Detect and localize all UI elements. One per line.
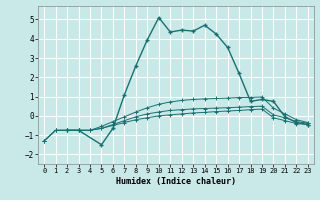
X-axis label: Humidex (Indice chaleur): Humidex (Indice chaleur) [116, 177, 236, 186]
